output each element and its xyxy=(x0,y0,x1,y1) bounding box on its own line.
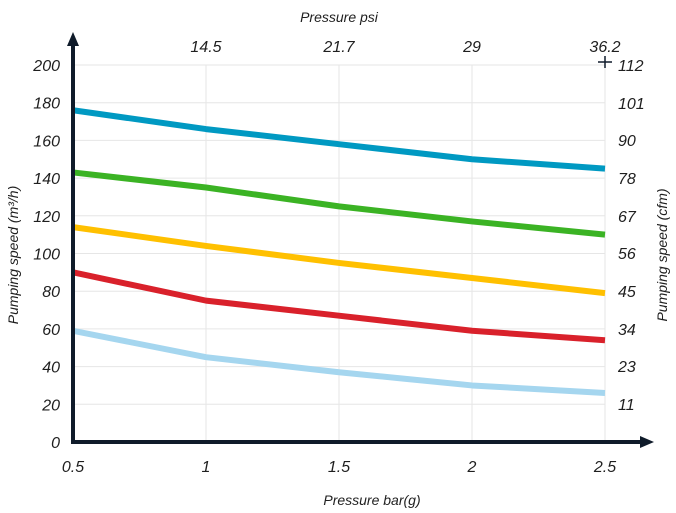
x-tick-label: 1.5 xyxy=(328,459,350,476)
y-right-tick-label: 34 xyxy=(618,322,636,339)
y-right-tick-label: 78 xyxy=(618,171,636,188)
y-axis-title: Pumping speed (m³/h) xyxy=(5,186,21,325)
y-right-tick-label: 56 xyxy=(618,246,636,263)
y-tick-label: 180 xyxy=(33,96,60,113)
x-tick-label: 1 xyxy=(202,459,211,476)
tick-labels: 0 20 40 60 80 100 120 140 160 180 200 11 23 34 45 56 67 7… xyxy=(32,39,644,476)
x-tick-label: 2 xyxy=(467,459,477,476)
y-axis-arrow-icon xyxy=(67,32,79,46)
y-right-tick-label: 45 xyxy=(618,284,636,301)
y-tick-label: 160 xyxy=(33,133,60,150)
x-axis-arrow-icon xyxy=(640,436,654,448)
y-tick-label: 20 xyxy=(41,397,60,414)
series-lines xyxy=(72,107,606,396)
y-right-axis-title: Pumping speed (cfm) xyxy=(654,188,670,321)
y-right-tick-label: 11 xyxy=(618,397,635,414)
x-axis-title: Pressure bar(g) xyxy=(323,492,420,508)
x-top-tick-label: 36.2 xyxy=(589,39,620,56)
x-tick-label: 2.5 xyxy=(593,459,616,476)
y-tick-label: 100 xyxy=(33,247,60,264)
series-line-5 xyxy=(72,327,606,396)
y-right-tick-label: 67 xyxy=(618,209,637,226)
y-right-tick-label: 101 xyxy=(618,96,645,113)
x-tick-label: 0.5 xyxy=(62,459,84,476)
y-tick-label: 80 xyxy=(42,284,60,301)
y-tick-label: 40 xyxy=(42,360,60,377)
grid-lines xyxy=(73,64,606,442)
x-top-tick-label: 21.7 xyxy=(322,39,355,56)
series-line-4 xyxy=(72,269,606,344)
y-tick-label: 120 xyxy=(33,209,60,226)
series-line-2 xyxy=(72,169,606,238)
y-tick-label: 200 xyxy=(32,58,60,75)
y-tick-label: 140 xyxy=(33,171,60,188)
y-tick-label: 60 xyxy=(42,322,60,339)
y-tick-label: 0 xyxy=(51,435,60,452)
x-top-tick-label: 14.5 xyxy=(190,39,221,56)
y-right-tick-label: 112 xyxy=(618,58,644,75)
axes xyxy=(67,32,654,448)
series-line-3 xyxy=(72,224,606,297)
series-line-1 xyxy=(72,107,606,172)
x-top-axis-title: Pressure psi xyxy=(300,9,379,25)
y-right-tick-label: 23 xyxy=(617,359,636,376)
x-top-tick-label: 29 xyxy=(462,39,481,56)
y-right-tick-label: 90 xyxy=(618,133,636,150)
